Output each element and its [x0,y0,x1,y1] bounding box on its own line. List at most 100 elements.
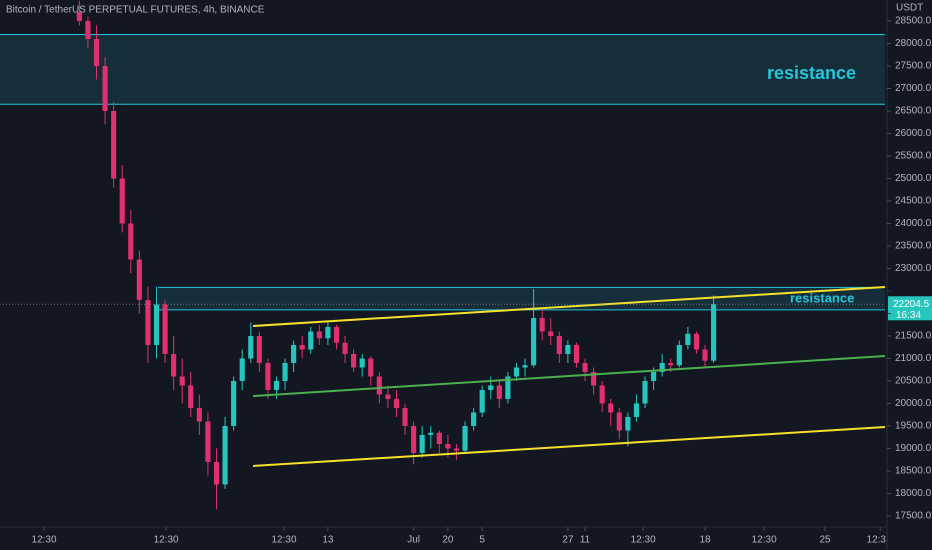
candle-body [565,344,571,354]
zone-label: resistance [790,290,854,305]
candle-body [248,335,254,359]
candle-body [308,331,314,350]
candle-body [625,416,631,431]
candle-body [531,317,537,366]
candle-body [659,362,665,372]
candle-body [145,299,151,345]
chart-title: Bitcoin / TetherUS PERPETUAL FUTURES, 4h… [6,5,265,16]
candle-body [479,389,485,413]
x-tick-label: 12:30 [752,535,777,546]
x-tick-label: 12:30 [32,535,57,546]
zone-label: resistance [767,63,856,83]
zone [158,287,885,310]
candle-body [488,385,494,390]
candle-body [368,358,374,377]
candle-body [342,342,348,354]
y-tick-label: 26500.0 [895,106,932,117]
y-tick-label: 17500.0 [895,511,932,522]
candle-body [265,362,271,390]
candle-body [136,259,142,300]
y-tick-label: 28000.0 [895,38,932,49]
zone [0,34,885,105]
candle-body [316,331,322,339]
candle-body [522,365,528,368]
y-tick-label: 24500.0 [895,196,932,207]
candle-body [599,385,605,404]
candle-body [128,223,134,260]
candle-body [102,66,108,112]
candle-body [393,398,400,408]
x-tick-label: 25 [819,535,831,546]
candle-body [291,344,297,363]
candle-body [676,344,682,366]
candle-body [642,380,648,404]
candle-body [573,344,580,363]
trend-line [252,426,886,467]
candle-body [711,304,717,361]
candle-body [93,39,100,67]
candle-body [453,448,460,451]
y-tick-label: 28500.0 [895,16,932,27]
y-tick-label: 19500.0 [895,421,932,432]
trend-line [252,355,886,398]
candle-body [428,432,434,435]
y-tick-label: 25500.0 [895,151,932,162]
candle-body [505,376,511,399]
candle-body [462,425,468,451]
x-tick-label: Jul [407,535,420,546]
candle-body [171,353,177,377]
candle-body [111,111,117,179]
x-tick-label: 20 [442,535,454,546]
candle-body [668,362,674,366]
y-tick-label: 23500.0 [895,241,932,252]
y-tick-label: 21000.0 [895,353,932,364]
candle-body [376,376,382,395]
last-price-label: 22204.5 [893,299,930,310]
candle-body [153,304,160,345]
x-tick-label: 5 [479,535,485,546]
x-tick-label: 12:30 [631,535,656,546]
x-tick-label: 13 [322,535,334,546]
candle-body [419,434,425,453]
y-tick-label: 27000.0 [895,83,932,94]
y-tick-label: 18000.0 [895,488,932,499]
candle-body [196,407,202,422]
candle-body [273,380,280,390]
y-tick-label: 27500.0 [895,61,932,72]
last-price-box [888,296,932,321]
plot-area: resistance resistance [0,0,886,510]
candle-body [702,349,708,361]
y-tick-label: 25000.0 [895,173,932,184]
candle-body [222,425,228,485]
x-tick-label: 18 [699,535,711,546]
candle-body [188,385,194,408]
candle-body [239,358,245,381]
candle-body [556,335,562,354]
candle-body [411,425,417,453]
candle-body [651,371,657,381]
candle-body [496,385,502,399]
x-tick-label: 12:30 [154,535,179,546]
candle-body [282,362,288,381]
candle-body [513,367,520,377]
candle-body [471,412,477,426]
candle-body [693,333,700,350]
candle-body [119,178,125,224]
candle-body [402,407,408,426]
candle-body [385,394,391,399]
candle-body [359,358,365,368]
y-tick-label: 23000.0 [895,263,932,274]
candle-body [299,344,305,350]
candle-body [633,403,640,417]
trend-line [252,285,886,327]
candle-body [85,21,91,40]
candle-body [582,362,588,372]
candle-body [205,421,211,462]
y-tick-label: 24000.0 [895,218,932,229]
candle-body [685,333,691,345]
x-tick-label: 12:3 [867,535,887,546]
candle-body [325,326,331,339]
candle-body [616,412,622,431]
